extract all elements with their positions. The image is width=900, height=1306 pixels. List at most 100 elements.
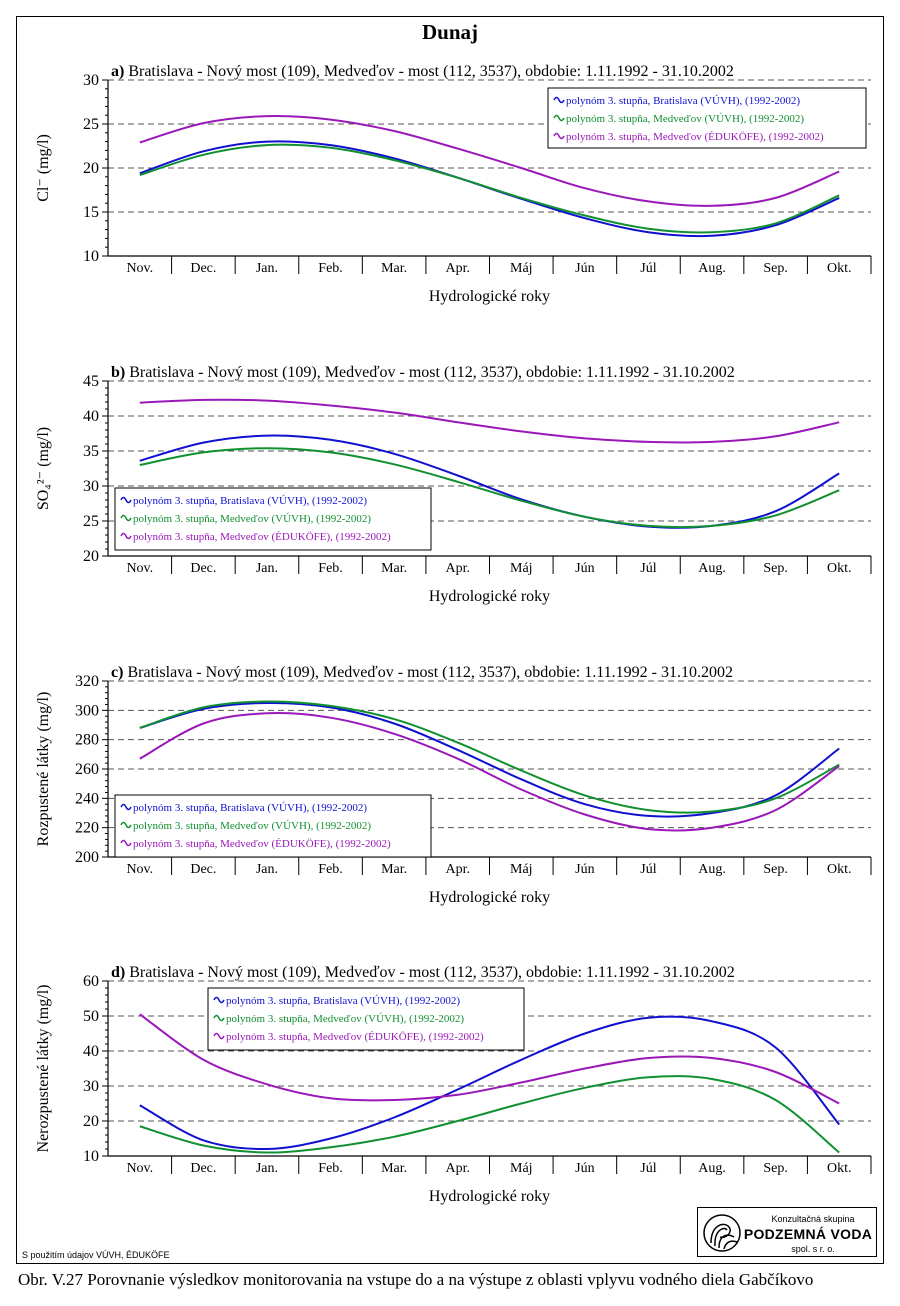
legend: polynóm 3. stupňa, Bratislava (VÚVH), (1… bbox=[114, 487, 432, 551]
x-tick-label: Sep. bbox=[763, 862, 788, 877]
y-axis-label: Cl⁻ (mg/l) bbox=[35, 134, 52, 202]
y-tick-label: 300 bbox=[75, 702, 99, 719]
x-tick-label: Dec. bbox=[190, 561, 216, 576]
series-line-2 bbox=[139, 143, 840, 234]
legend-swatch-icon bbox=[213, 996, 225, 1004]
title-text: Bratislava - Nový most (109), Medveďov -… bbox=[125, 964, 735, 981]
chart-title: a) Bratislava - Nový most (109), Medveďo… bbox=[111, 63, 734, 80]
panel-letter: c) bbox=[111, 664, 123, 681]
legend-box bbox=[114, 794, 432, 858]
y-tick-label: 30 bbox=[83, 1078, 99, 1095]
chart-panel-4: d) Bratislava - Nový most (109), Medveďo… bbox=[35, 964, 872, 1205]
x-axis-label: Hydrologické roky bbox=[429, 288, 550, 305]
series-line-2 bbox=[139, 1075, 840, 1154]
legend-swatch-icon bbox=[120, 532, 132, 540]
x-tick-label: Mar. bbox=[381, 862, 407, 877]
x-tick-label: Jún bbox=[575, 862, 594, 877]
x-tick-label: Okt. bbox=[827, 1161, 852, 1176]
legend-entry-2: polynóm 3. stupňa, Medveďov (VÚVH), (199… bbox=[133, 820, 371, 832]
legend-entry-3: polynóm 3. stupňa, Medveďov (ÉDUKÖFE), (… bbox=[566, 131, 824, 143]
y-tick-label: 10 bbox=[83, 1148, 99, 1165]
x-tick-label: Okt. bbox=[827, 862, 852, 877]
x-tick-label: Aug. bbox=[698, 561, 726, 576]
title-text: Bratislava - Nový most (109), Medveďov -… bbox=[123, 664, 733, 681]
x-tick-label: Júl bbox=[640, 862, 656, 877]
chart-title: d) Bratislava - Nový most (109), Medveďo… bbox=[111, 964, 735, 981]
legend-swatch-icon bbox=[120, 839, 132, 847]
y-tick-label: 60 bbox=[83, 973, 99, 990]
x-tick-label: Sep. bbox=[763, 1161, 788, 1176]
legend: polynóm 3. stupňa, Bratislava (VÚVH), (1… bbox=[547, 87, 867, 149]
x-tick-label: Júl bbox=[640, 561, 656, 576]
x-tick-label: Mar. bbox=[381, 261, 407, 276]
source-note: S použitím údajov VÚVH, ÉDUKÖFE bbox=[22, 1250, 170, 1260]
logo-company-type: spol. s r. o. bbox=[791, 1244, 835, 1254]
x-tick-label: Okt. bbox=[827, 561, 852, 576]
panel-letter: b) bbox=[111, 364, 125, 381]
y-tick-label: 40 bbox=[83, 1043, 99, 1060]
x-axis-label: Hydrologické roky bbox=[429, 1188, 550, 1205]
y-tick-label: 50 bbox=[83, 1008, 99, 1025]
x-tick-label: Feb. bbox=[318, 561, 343, 576]
y-axis-label: SO₄²⁻ (mg/l) bbox=[35, 427, 52, 510]
x-tick-label: Jún bbox=[575, 1161, 594, 1176]
chart-panel-3: c) Bratislava - Nový most (109), Medveďo… bbox=[35, 664, 872, 906]
legend-entry-3: polynóm 3. stupňa, Medveďov (ÉDUKÖFE), (… bbox=[133, 838, 391, 850]
chart-panel-1: a) Bratislava - Nový most (109), Medveďo… bbox=[35, 63, 872, 305]
y-tick-label: 40 bbox=[83, 408, 99, 425]
legend-entry-2: polynóm 3. stupňa, Medveďov (VÚVH), (199… bbox=[133, 513, 371, 525]
legend: polynóm 3. stupňa, Bratislava (VÚVH), (1… bbox=[114, 794, 432, 858]
x-tick-label: Nov. bbox=[126, 261, 153, 276]
figure-caption: Obr. V.27 Porovnanie výsledkov monitorov… bbox=[18, 1270, 814, 1289]
x-tick-label: Mar. bbox=[381, 1161, 407, 1176]
company-logo: Konzultačná skupina PODZEMNÁ VODA spol. … bbox=[697, 1207, 877, 1257]
y-tick-label: 280 bbox=[75, 732, 99, 749]
series-line-3 bbox=[139, 398, 840, 444]
legend-entry-3: polynóm 3. stupňa, Medveďov (ÉDUKÖFE), (… bbox=[226, 1031, 484, 1043]
title-text: Bratislava - Nový most (109), Medveďov -… bbox=[125, 364, 735, 381]
x-tick-label: Dec. bbox=[190, 1161, 216, 1176]
y-tick-label: 30 bbox=[83, 478, 99, 495]
x-tick-label: Apr. bbox=[445, 1161, 470, 1176]
legend-swatch-icon bbox=[120, 496, 132, 504]
x-tick-label: Nov. bbox=[126, 561, 153, 576]
legend-swatch-icon bbox=[120, 514, 132, 522]
x-tick-label: Feb. bbox=[318, 261, 343, 276]
y-tick-label: 25 bbox=[83, 513, 99, 530]
figure-frame bbox=[16, 16, 884, 1264]
legend-entry-1: polynóm 3. stupňa, Bratislava (VÚVH), (1… bbox=[133, 495, 367, 507]
chart-title: c) Bratislava - Nový most (109), Medveďo… bbox=[111, 664, 733, 681]
x-tick-label: Jan. bbox=[256, 1161, 278, 1176]
legend-box bbox=[547, 87, 867, 149]
y-axis-label: Nerozpustené látky (mg/l) bbox=[35, 985, 52, 1153]
legend-swatch-icon bbox=[553, 132, 565, 140]
y-tick-label: 25 bbox=[83, 116, 99, 133]
y-tick-label: 320 bbox=[75, 673, 99, 690]
podzemna-voda-logo-icon bbox=[703, 1214, 741, 1252]
legend-entry-1: polynóm 3. stupňa, Bratislava (VÚVH), (1… bbox=[566, 95, 800, 107]
y-tick-label: 260 bbox=[75, 761, 99, 778]
y-tick-label: 20 bbox=[83, 160, 99, 177]
y-tick-label: 15 bbox=[83, 204, 99, 221]
series-line-2 bbox=[139, 700, 840, 814]
y-tick-label: 20 bbox=[83, 1113, 99, 1130]
legend-swatch-icon bbox=[120, 803, 132, 811]
x-tick-label: Dec. bbox=[190, 862, 216, 877]
x-tick-label: Nov. bbox=[126, 862, 153, 877]
y-tick-label: 10 bbox=[83, 248, 99, 265]
x-tick-label: Júl bbox=[640, 1161, 656, 1176]
legend-entry-2: polynóm 3. stupňa, Medveďov (VÚVH), (199… bbox=[226, 1013, 464, 1025]
chart-panel-2: b) Bratislava - Nový most (109), Medveďo… bbox=[35, 364, 872, 605]
y-tick-label: 220 bbox=[75, 820, 99, 837]
legend-swatch-icon bbox=[120, 821, 132, 829]
series-line-1 bbox=[139, 1015, 840, 1151]
x-tick-label: Aug. bbox=[698, 1161, 726, 1176]
series-line-3 bbox=[139, 1013, 840, 1105]
x-tick-label: Okt. bbox=[827, 261, 852, 276]
x-axis-label: Hydrologické roky bbox=[429, 588, 550, 605]
legend-entry-1: polynóm 3. stupňa, Bratislava (VÚVH), (1… bbox=[133, 802, 367, 814]
x-tick-label: Feb. bbox=[318, 1161, 343, 1176]
x-tick-label: Dec. bbox=[190, 261, 216, 276]
x-tick-label: Jan. bbox=[256, 261, 278, 276]
x-tick-label: Sep. bbox=[763, 561, 788, 576]
